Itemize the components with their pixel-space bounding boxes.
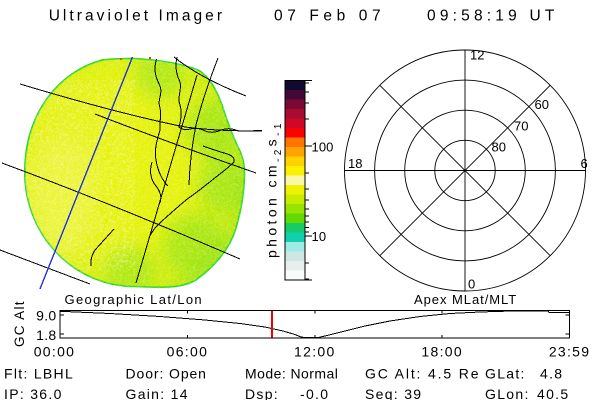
svg-text:Door: Open: Door: Open	[126, 366, 207, 382]
svg-text:IP: 36.0: IP: 36.0	[4, 386, 63, 400]
svg-text:GLat:: GLat:	[485, 366, 526, 382]
svg-text:Gain: 14: Gain: 14	[126, 386, 189, 400]
svg-text:-0.0: -0.0	[300, 386, 329, 400]
svg-text:6: 6	[581, 156, 588, 171]
svg-text:06:00: 06:00	[167, 343, 209, 359]
svg-text:18:00: 18:00	[421, 343, 463, 359]
svg-text:00:00: 00:00	[34, 343, 76, 359]
svg-text:12:00: 12:00	[294, 343, 336, 359]
svg-text:1.8: 1.8	[36, 327, 56, 343]
svg-text:4.8: 4.8	[540, 366, 563, 382]
svg-text:09:58:19 UT: 09:58:19 UT	[427, 7, 559, 24]
svg-text:Seq: 39: Seq: 39	[365, 386, 422, 400]
svg-text:Mode: Normal: Mode: Normal	[245, 366, 338, 382]
svg-text:80: 80	[492, 140, 506, 155]
svg-text:Flt: LBHL: Flt: LBHL	[4, 366, 74, 382]
svg-text:18: 18	[348, 156, 362, 171]
svg-text:GC Alt: GC Alt	[12, 300, 27, 347]
svg-text:12: 12	[470, 48, 484, 63]
svg-text:Dsp:: Dsp:	[245, 386, 279, 400]
svg-text:Geographic Lat/Lon: Geographic Lat/Lon	[65, 292, 204, 307]
svg-text:07 Feb 07: 07 Feb 07	[274, 7, 385, 24]
svg-text:Apex MLat/MLT: Apex MLat/MLT	[414, 292, 517, 307]
svg-text:60: 60	[535, 97, 549, 112]
svg-text:Ultraviolet Imager: Ultraviolet Imager	[49, 7, 225, 24]
svg-text:40.5: 40.5	[537, 386, 569, 400]
svg-text:9.0: 9.0	[36, 308, 56, 324]
svg-text:10: 10	[312, 229, 327, 244]
svg-text:23:59: 23:59	[549, 343, 591, 359]
svg-text:GC Alt: 4.5 Re: GC Alt: 4.5 Re	[365, 366, 480, 382]
svg-text:70: 70	[514, 119, 528, 134]
svg-text:0: 0	[468, 277, 475, 292]
svg-text:GLon:: GLon:	[485, 386, 530, 400]
svg-text:100: 100	[312, 140, 334, 155]
